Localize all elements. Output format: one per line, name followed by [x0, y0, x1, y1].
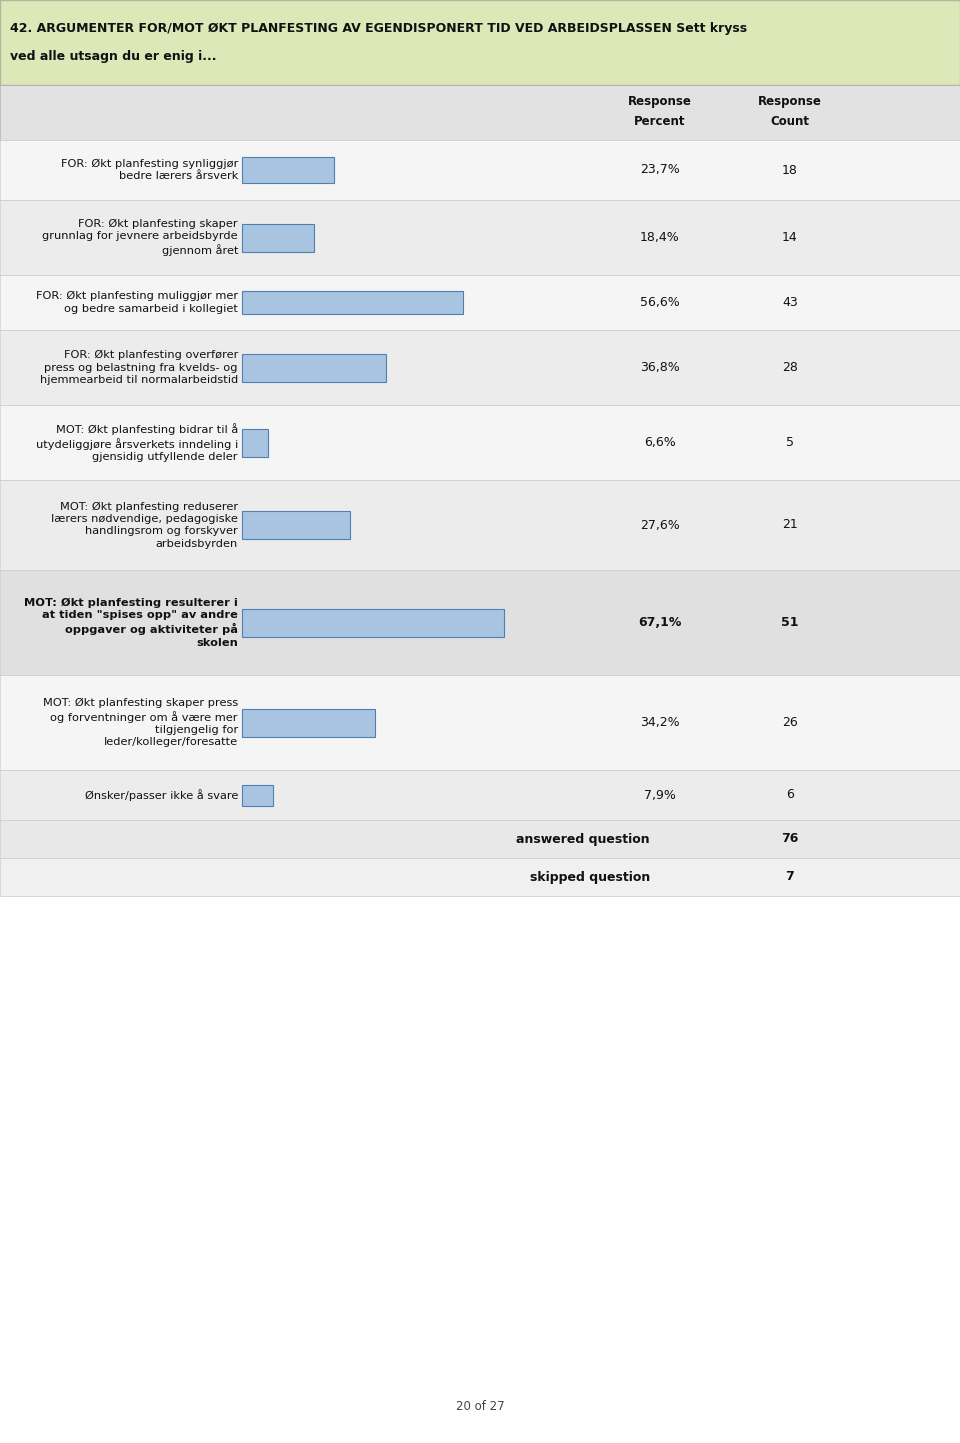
Text: MOT: Økt planfesting skaper press
og forventninger om å være mer
tilgjengelig fo: MOT: Økt planfesting skaper press og for…	[43, 697, 238, 747]
Bar	[242, 224, 314, 251]
Text: MOT: Økt planfesting reduserer
lærers nødvendige, pedagogiske
handlingsrom og fo: MOT: Økt planfesting reduserer lærers nø…	[51, 501, 238, 548]
Bar	[0, 820, 960, 859]
Text: skipped question: skipped question	[530, 870, 650, 883]
Bar	[0, 140, 960, 201]
Text: FOR: Økt planfesting muliggjør mer
og bedre samarbeid i kollegiet: FOR: Økt planfesting muliggjør mer og be…	[36, 291, 238, 313]
Bar	[0, 859, 960, 896]
Bar	[242, 157, 334, 183]
Bar	[242, 291, 463, 315]
Text: 51: 51	[781, 616, 799, 629]
Text: FOR: Økt planfesting overfører
press og belastning fra kvelds- og
hjemmearbeid t: FOR: Økt planfesting overfører press og …	[39, 351, 238, 385]
Bar	[242, 511, 349, 540]
Text: 27,6%: 27,6%	[640, 518, 680, 531]
Text: 76: 76	[781, 833, 799, 846]
Text: Response: Response	[628, 95, 692, 108]
Text: answered question: answered question	[516, 833, 650, 846]
Text: FOR: Økt planfesting synliggjør
bedre lærers årsverk: FOR: Økt planfesting synliggjør bedre læ…	[60, 159, 238, 182]
Text: 67,1%: 67,1%	[638, 616, 682, 629]
Text: 26: 26	[782, 716, 798, 729]
Bar	[0, 85, 960, 140]
Bar	[242, 709, 375, 736]
Text: 14: 14	[782, 231, 798, 244]
Text: 18,4%: 18,4%	[640, 231, 680, 244]
Text: Percent: Percent	[635, 115, 685, 128]
Text: 6,6%: 6,6%	[644, 436, 676, 449]
Bar	[242, 785, 273, 805]
Text: 28: 28	[782, 361, 798, 374]
Text: 5: 5	[786, 436, 794, 449]
Bar	[0, 405, 960, 481]
Text: Response: Response	[758, 95, 822, 108]
Text: 34,2%: 34,2%	[640, 716, 680, 729]
Text: 43: 43	[782, 296, 798, 309]
Text: 42. ARGUMENTER FOR/MOT ØKT PLANFESTING AV EGENDISPONERT TID VED ARBEIDSPLASSEN S: 42. ARGUMENTER FOR/MOT ØKT PLANFESTING A…	[10, 22, 747, 35]
Text: 21: 21	[782, 518, 798, 531]
Text: Ønsker/passer ikke å svare: Ønsker/passer ikke å svare	[84, 789, 238, 801]
Text: MOT: Økt planfesting resulterer i
at tiden "spises opp" av andre
oppgaver og akt: MOT: Økt planfesting resulterer i at tid…	[24, 597, 238, 648]
Bar	[242, 429, 268, 456]
Text: 20 of 27: 20 of 27	[456, 1400, 504, 1413]
Text: 7,9%: 7,9%	[644, 788, 676, 801]
Text: ved alle utsagn du er enig i...: ved alle utsagn du er enig i...	[10, 51, 217, 63]
Bar	[0, 330, 960, 405]
Bar	[0, 201, 960, 276]
Text: FOR: Økt planfesting skaper
grunnlag for jevnere arbeidsbyrde
gjennom året: FOR: Økt planfesting skaper grunnlag for…	[42, 219, 238, 257]
Bar	[0, 570, 960, 675]
Text: MOT: Økt planfesting bidrar til å
utydeliggjøre årsverkets inndeling i
gjensidig: MOT: Økt planfesting bidrar til å utydel…	[36, 423, 238, 462]
Bar	[242, 354, 386, 381]
Bar	[0, 481, 960, 570]
Bar	[0, 276, 960, 330]
Text: 36,8%: 36,8%	[640, 361, 680, 374]
Text: 7: 7	[785, 870, 794, 883]
Text: 23,7%: 23,7%	[640, 163, 680, 176]
Bar	[0, 675, 960, 771]
Bar	[0, 771, 960, 820]
Bar	[242, 609, 504, 636]
Text: 6: 6	[786, 788, 794, 801]
Text: Count: Count	[771, 115, 809, 128]
Bar	[0, 0, 960, 85]
Text: 18: 18	[782, 163, 798, 176]
Text: 56,6%: 56,6%	[640, 296, 680, 309]
